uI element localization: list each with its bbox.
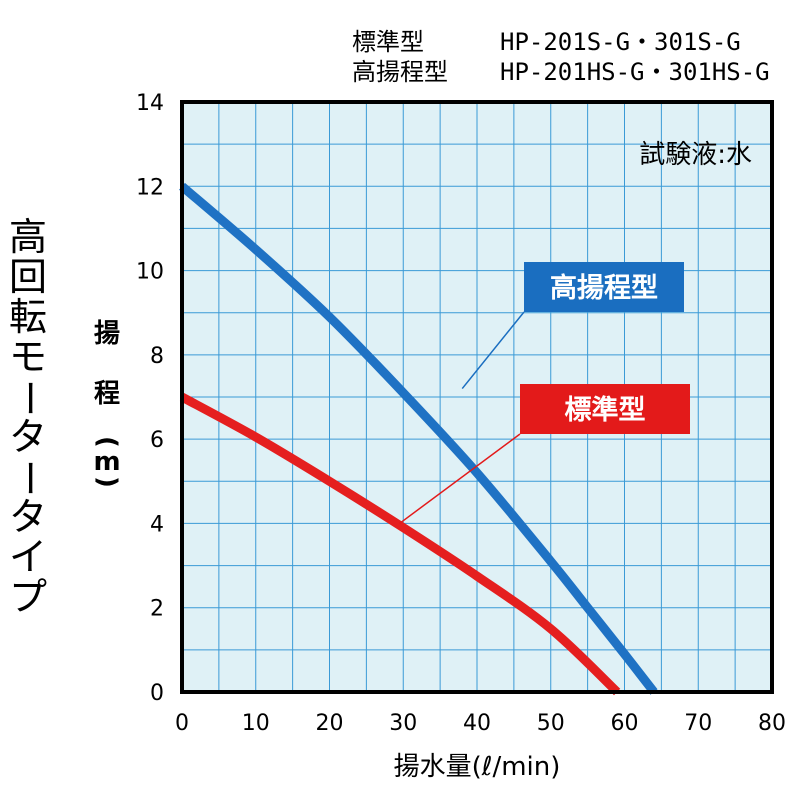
- side-title-char: イ: [9, 535, 47, 579]
- series-line-high-head: [179, 182, 658, 695]
- y-axis-label: 揚程 (m): [92, 319, 122, 488]
- y-tick-label: 4: [150, 512, 164, 537]
- side-title-char: 高: [9, 215, 47, 259]
- y-tick-label: 2: [150, 597, 164, 622]
- x-tick-label: 0: [175, 711, 189, 736]
- x-tick-label: 40: [463, 711, 491, 736]
- side-title-char: ー: [7, 459, 51, 497]
- x-axis-label: 揚水量(ℓ/min): [394, 752, 561, 782]
- side-title-char: タ: [9, 495, 47, 539]
- y-axis-label-char: m: [93, 447, 120, 477]
- header-models-high-head: HP-201HS-G・301HS-G: [500, 58, 770, 86]
- header-type-high-head: 高揚程型: [352, 58, 448, 86]
- series-line-standard: [179, 393, 621, 696]
- x-tick-label: 60: [611, 711, 639, 736]
- side-title-char: プ: [9, 575, 47, 619]
- header-type-standard: 標準型: [352, 28, 424, 56]
- x-tick-label: 70: [684, 711, 712, 736]
- x-tick-label: 50: [537, 711, 565, 736]
- side-title-char: モ: [9, 335, 47, 379]
- y-tick-label: 14: [136, 91, 164, 116]
- callout-label: 標準型: [565, 394, 646, 426]
- side-title-char: ー: [7, 379, 51, 417]
- y-tick-label: 10: [136, 260, 164, 285]
- side-title-char: タ: [9, 415, 47, 459]
- x-tick-label: 10: [242, 711, 270, 736]
- axis-ticks: 0 10 20 30 40 50 60 70 80 0 2 4 6 8 10 12 14: [136, 91, 786, 736]
- callout-label: 高揚程型: [550, 272, 658, 304]
- y-axis-label-char: (: [92, 436, 122, 448]
- y-axis-label-char: ): [92, 476, 122, 488]
- callout-leader: [399, 433, 521, 525]
- x-tick-label: 30: [389, 711, 417, 736]
- test-liquid-note: 試験液:水: [639, 140, 752, 170]
- side-title-char: 回: [9, 255, 47, 299]
- side-title-char: 転: [9, 295, 47, 339]
- callout-leader: [461, 311, 525, 390]
- header-models-standard: HP-201S-G・301S-G: [500, 28, 741, 56]
- y-tick-label: 8: [150, 344, 164, 369]
- callout-box: [520, 384, 690, 434]
- y-tick-label: 12: [136, 175, 164, 200]
- y-axis-label-char: 揚: [94, 319, 120, 349]
- plot-frame: [180, 100, 774, 694]
- x-tick-label: 20: [316, 711, 344, 736]
- y-tick-label: 6: [150, 428, 164, 453]
- callout-box: [524, 262, 684, 312]
- x-tick-label: 80: [758, 711, 786, 736]
- y-axis-label-char: 程: [94, 379, 120, 409]
- series-lines: [179, 182, 658, 696]
- y-tick-label: 0: [150, 681, 164, 706]
